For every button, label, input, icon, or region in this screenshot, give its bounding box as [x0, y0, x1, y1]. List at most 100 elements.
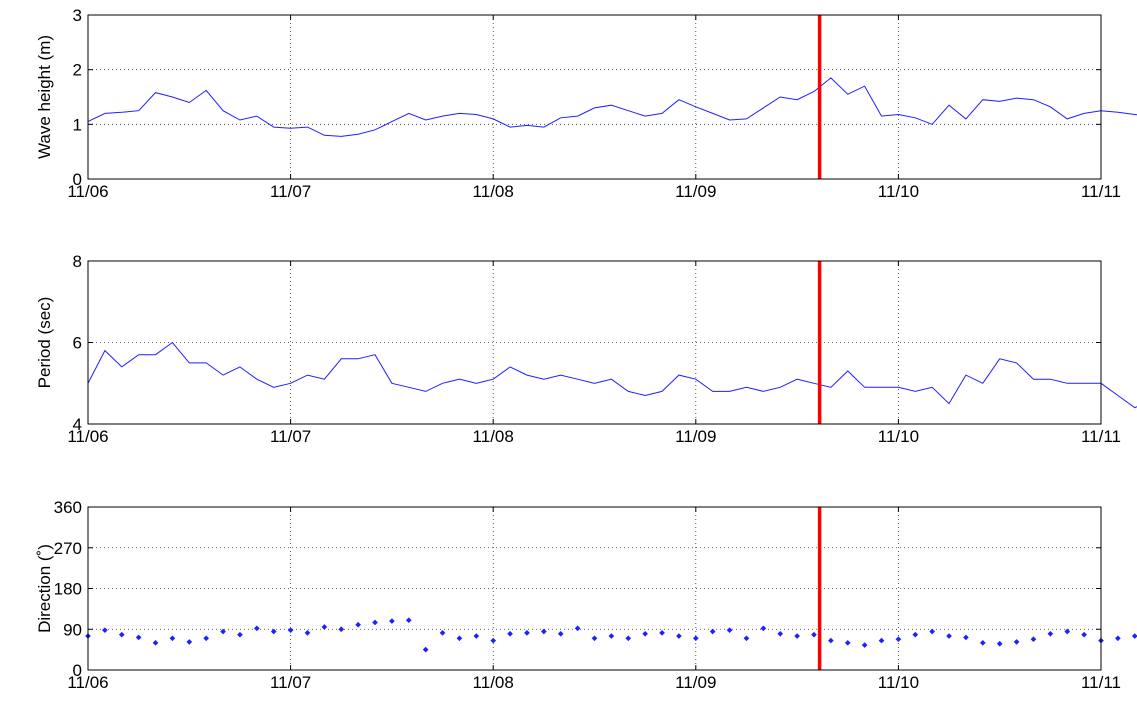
y-tick-label: 0 — [73, 661, 82, 680]
data-point — [389, 618, 395, 624]
data-point — [237, 631, 243, 638]
y-tick-label: 90 — [63, 620, 82, 639]
data-point — [996, 640, 1003, 647]
data-point — [692, 635, 699, 642]
y-tick-label: 1 — [73, 115, 82, 134]
y-tick-label: 180 — [54, 580, 82, 599]
data-point — [304, 630, 311, 636]
x-tick-label: 11/08 — [473, 673, 514, 692]
chart-panel-1: 11/06 11/07 11/08 11/09 11/10 11/11 0 1 2 3 Wave h… — [35, 6, 1137, 201]
data-point — [1013, 639, 1020, 645]
data-point — [709, 628, 716, 635]
data-point — [270, 628, 277, 635]
data-point — [777, 630, 784, 637]
data-point — [203, 635, 210, 642]
series-line-segment — [87, 341, 1137, 409]
data-point — [895, 636, 902, 643]
data-point — [963, 634, 969, 641]
y-tick-label: 0 — [73, 170, 82, 189]
data-point — [186, 639, 193, 645]
data-point — [1030, 636, 1037, 643]
x-tick-label: 11/11 — [1081, 673, 1121, 692]
data-point — [287, 627, 294, 633]
y-tick-label: 6 — [73, 334, 82, 353]
plot-frame — [87, 506, 1102, 671]
data-point — [861, 642, 868, 648]
data-point — [439, 630, 446, 636]
x-tick-label: 11/07 — [270, 182, 311, 201]
data-point — [743, 635, 750, 642]
y-tick-label: 360 — [54, 498, 82, 517]
data-point — [405, 617, 412, 624]
data-point — [574, 625, 581, 632]
data-point — [1115, 635, 1121, 642]
data-point — [760, 625, 767, 632]
data-point — [473, 633, 480, 639]
chart-panel-3: 11/06 11/07 11/08 11/09 11/10 11/11 0 90 180 270 3… — [35, 498, 1137, 692]
x-tick-label: 11/11 — [1081, 427, 1121, 446]
data-point — [946, 633, 952, 639]
y-tick-label: 3 — [73, 6, 82, 25]
x-tick-label: 11/11 — [1081, 182, 1121, 201]
series-line-segment — [87, 77, 1137, 137]
y-axis-label: Period (sec) — [35, 297, 54, 389]
x-tick-label: 11/07 — [270, 673, 311, 692]
data-point — [456, 635, 463, 642]
data-point — [1081, 631, 1087, 638]
data-point — [878, 637, 885, 644]
data-point — [625, 635, 632, 642]
y-tick-label: 270 — [54, 539, 82, 558]
x-tick-label: 11/06 — [67, 427, 108, 446]
data-point — [979, 640, 986, 646]
data-point — [321, 624, 328, 630]
data-point — [1047, 630, 1054, 637]
data-point — [338, 626, 345, 633]
data-point — [1131, 633, 1137, 639]
data-point — [220, 628, 226, 635]
data-point — [169, 635, 176, 642]
data-point — [490, 637, 497, 644]
data-point — [794, 633, 800, 639]
data-point — [828, 637, 834, 644]
data-point — [135, 634, 142, 641]
x-tick-label: 11/10 — [878, 673, 919, 692]
x-tick-label: 11/07 — [270, 427, 311, 446]
x-tick-label: 11/09 — [675, 427, 716, 446]
data-point — [422, 646, 429, 653]
data-point — [676, 633, 682, 639]
x-tick-label: 11/08 — [473, 182, 514, 201]
data-point — [929, 628, 935, 635]
data-point — [608, 633, 615, 639]
data-point — [355, 621, 361, 628]
data-point — [844, 640, 851, 646]
data-point — [152, 640, 159, 646]
x-tick-label: 11/08 — [473, 427, 514, 446]
data-point — [254, 625, 260, 632]
data-point — [557, 630, 564, 637]
data-point — [524, 630, 530, 636]
data-point — [1064, 628, 1071, 635]
y-tick-label: 8 — [73, 252, 82, 271]
data-point — [507, 630, 513, 637]
data-point — [726, 627, 733, 633]
y-tick-label: 4 — [73, 415, 82, 434]
data-point — [591, 635, 598, 642]
x-tick-label: 11/10 — [878, 427, 919, 446]
x-tick-label: 11/06 — [67, 182, 108, 201]
x-tick-label: 11/06 — [67, 673, 108, 692]
data-point — [811, 631, 817, 638]
data-point — [642, 630, 648, 637]
chart-panel-2: 11/06 11/07 11/08 11/09 11/10 11/11 4 6 8 Period … — [35, 252, 1137, 446]
data-point — [541, 628, 547, 635]
plot-frame — [87, 260, 1102, 425]
y-tick-label: 2 — [73, 61, 82, 80]
data-point — [102, 627, 108, 633]
x-tick-label: 11/10 — [878, 182, 919, 201]
data-point — [659, 630, 665, 636]
y-axis-label: Direction (˚) — [35, 544, 54, 633]
data-point — [912, 631, 919, 638]
plot-frame — [87, 14, 1102, 180]
data-point — [118, 631, 125, 638]
data-point — [372, 619, 378, 626]
